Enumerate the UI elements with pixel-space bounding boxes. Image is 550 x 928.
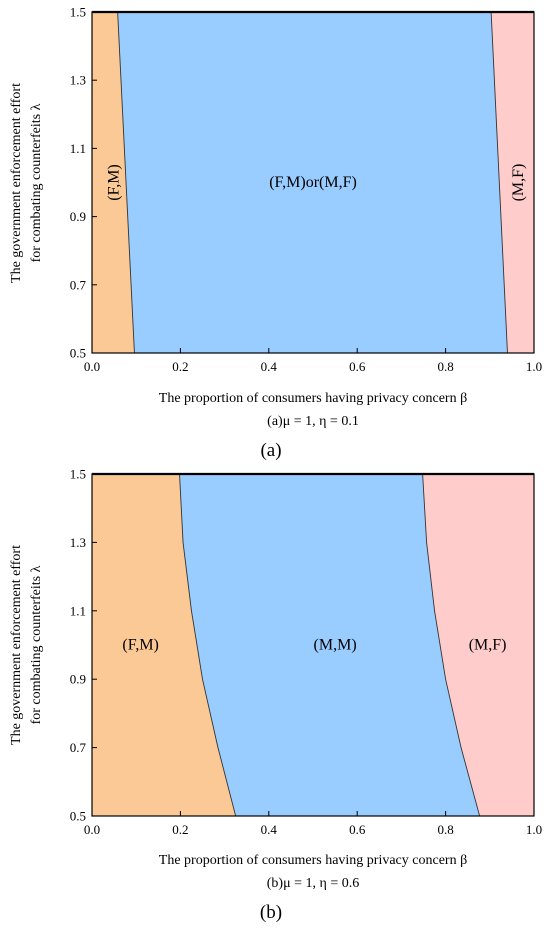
- panel-a: 0.0 0.2 0.4 0.6 0.8 1.0 0.5 0.7 0.9 1.1 1.3 1.5 (F,M…: [9, 5, 542, 462]
- region-label-2-b: (M,M): [314, 637, 357, 654]
- x-axis-title-a: The proportion of consumers having priva…: [159, 391, 467, 406]
- y-tick-label-b: 0.7: [70, 740, 87, 755]
- boundary-curve-1-b: [179, 473, 237, 817]
- region-label-3-b: (M,F): [469, 637, 507, 654]
- x-tick-label-b: 1.0: [526, 822, 542, 837]
- region-mf-a: [491, 12, 534, 353]
- x-tick-label-a: 0.4: [261, 359, 278, 374]
- y-axis-title-b-line2: for combating counterfeits λ: [29, 565, 44, 724]
- region-label-2-a: (F,M)or(M,F): [269, 174, 357, 191]
- panel-label-b: (b): [260, 902, 282, 923]
- region-middle-a: [117, 12, 508, 353]
- y-axis-title-a-line1: The government enforcement effort: [9, 83, 24, 283]
- region-mf-b: [422, 474, 534, 816]
- x-tick-label-a: 0.6: [349, 359, 366, 374]
- x-tick-label-a: 0.0: [84, 359, 100, 374]
- y-tick-label-b: 1.1: [70, 603, 86, 618]
- y-axis-title-b-line1: The government enforcement effort: [9, 545, 24, 745]
- boundary-curve-2-a: [490, 11, 508, 354]
- x-tick-label-b: 0.0: [84, 822, 100, 837]
- y-tick-label-a: 0.7: [70, 277, 87, 292]
- panel-label-a: (a): [260, 440, 281, 461]
- region-fm-a: [92, 12, 135, 353]
- region-middle-b: [179, 474, 480, 816]
- region-label-1-b: (F,M): [122, 637, 159, 654]
- boundary-curve-2-b: [422, 473, 481, 817]
- y-tick-label-b: 0.9: [70, 672, 86, 687]
- y-tick-label-b: 0.5: [70, 809, 86, 824]
- x-tick-label-b: 0.8: [437, 822, 453, 837]
- y-tick-label-a: 0.9: [70, 209, 86, 224]
- y-tick-label-a: 1.1: [70, 141, 86, 156]
- x-tick-label-a: 0.2: [172, 359, 188, 374]
- y-tick-label-a: 0.5: [70, 346, 86, 361]
- x-tick-label-b: 0.6: [349, 822, 366, 837]
- y-tick-label-b: 1.3: [70, 535, 86, 550]
- y-axis-title-a-line2: for combating counterfeits λ: [29, 103, 44, 262]
- boundary-curve-1-a: [117, 11, 135, 354]
- region-fm-b: [92, 474, 236, 816]
- x-tick-label-a: 1.0: [526, 359, 542, 374]
- plot-area-a: 0.0 0.2 0.4 0.6 0.8 1.0 0.5 0.7 0.9 1.1 1.3 1.5 (F,M…: [70, 5, 542, 375]
- panel-b: 0.0 0.2 0.4 0.6 0.8 1.0 0.5 0.7 0.9 1.1 1.3 1.5 (F,M…: [9, 467, 542, 924]
- x-tick-label-a: 0.8: [437, 359, 453, 374]
- subcaption-a: (a)μ = 1, η = 0.1: [267, 414, 359, 429]
- x-tick-label-b: 0.4: [261, 822, 278, 837]
- y-tick-label-b: 1.5: [70, 467, 86, 482]
- subcaption-b: (b)μ = 1, η = 0.6: [267, 876, 359, 891]
- y-tick-label-a: 1.5: [70, 5, 86, 20]
- plot-area-b: 0.0 0.2 0.4 0.6 0.8 1.0 0.5 0.7 0.9 1.1 1.3 1.5 (F,M…: [70, 467, 542, 838]
- region-label-1-a: (F,M): [106, 164, 123, 201]
- region-label-3-a: (M,F): [510, 164, 527, 202]
- x-axis-title-b: The proportion of consumers having priva…: [159, 853, 467, 868]
- y-tick-label-a: 1.3: [70, 73, 86, 88]
- x-tick-label-b: 0.2: [172, 822, 188, 837]
